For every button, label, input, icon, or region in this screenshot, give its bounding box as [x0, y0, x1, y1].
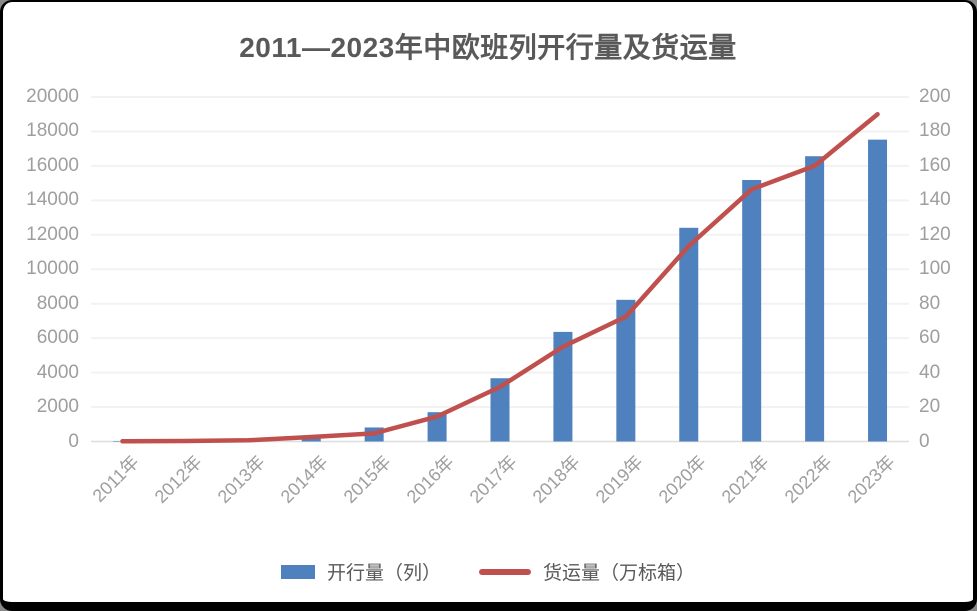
- legend-bar-label: 开行量（列）: [326, 563, 441, 584]
- right-axis-tick-80: 80: [919, 292, 941, 314]
- left-axis-tick-12000: 12000: [26, 223, 79, 245]
- left-axis-tick-4000: 4000: [36, 361, 79, 383]
- right-axis-tick-200: 200: [919, 86, 951, 107]
- right-axis-tick-120: 120: [919, 223, 951, 245]
- left-axis-tick-0: 0: [68, 430, 79, 452]
- left-axis-tick-20000: 20000: [26, 86, 79, 107]
- left-axis-tick-8000: 8000: [36, 292, 79, 314]
- left-axis-tick-6000: 6000: [36, 327, 79, 349]
- left-axis-tick-2000: 2000: [36, 396, 79, 418]
- bar-2021年: [742, 179, 762, 442]
- legend-bar-swatch-icon: [280, 564, 315, 579]
- right-axis-tick-180: 180: [919, 120, 951, 142]
- plot-area: [91, 96, 909, 444]
- left-axis-tick-18000: 18000: [26, 120, 79, 142]
- left-axis-tick-10000: 10000: [26, 258, 79, 280]
- legend: 开行量（列） 货运量（万标箱）: [3, 558, 973, 585]
- bar-2018年: [553, 331, 573, 442]
- right-axis-tick-100: 100: [919, 258, 951, 280]
- bar-2023年: [868, 139, 888, 442]
- freight-line: [120, 111, 880, 444]
- right-axis-tick-160: 160: [919, 154, 951, 176]
- right-axis-tick-60: 60: [919, 327, 941, 349]
- bar-2020年: [679, 227, 699, 442]
- bar-2022年: [805, 156, 825, 442]
- right-axis-tick-140: 140: [919, 189, 951, 211]
- left-axis-tick-16000: 16000: [26, 154, 79, 176]
- legend-line-label: 货运量（万标箱）: [543, 563, 696, 584]
- bar-2019年: [616, 299, 636, 442]
- right-axis-tick-20: 20: [919, 396, 941, 418]
- chart-title: 2011—2023年中欧班列开行量及货运量: [239, 32, 737, 63]
- legend-line-swatch-icon: [479, 568, 531, 575]
- left-axis-tick-14000: 14000: [26, 189, 79, 211]
- bar-2017年: [490, 378, 510, 442]
- right-axis-tick-0: 0: [919, 430, 930, 452]
- right-axis-tick-40: 40: [919, 361, 941, 383]
